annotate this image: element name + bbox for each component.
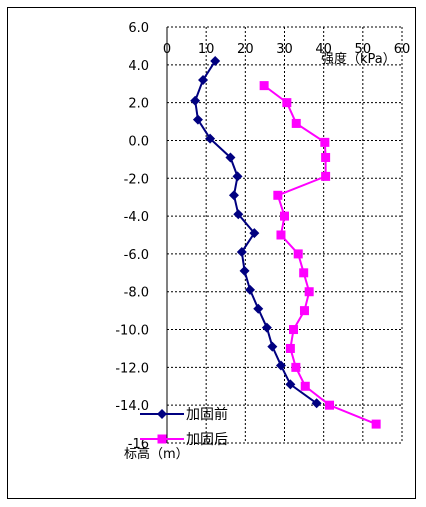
data-point-before	[261, 322, 272, 333]
y-tick-label: -6.0	[124, 248, 149, 263]
x-axis-label: 强度（kPa）	[321, 51, 396, 67]
x-tick-label: 40	[315, 42, 332, 57]
y-tick-label: 4.0	[128, 59, 149, 74]
x-tick-label: 30	[276, 42, 293, 57]
data-point-after	[300, 381, 310, 391]
y-tick-label: -14.0	[115, 399, 149, 414]
data-point-after	[259, 81, 269, 91]
y-tick-label: 2.0	[128, 97, 149, 112]
legend-label-after: 加固后	[186, 432, 228, 448]
legend-item-after: 加固后	[140, 432, 228, 448]
data-point-before	[285, 379, 296, 390]
data-point-after	[325, 400, 335, 410]
data-point-before	[198, 74, 209, 85]
data-point-after	[293, 249, 303, 259]
data-point-before	[239, 265, 250, 276]
x-tick-label: 0	[163, 42, 171, 57]
data-point-before	[205, 133, 216, 144]
data-point-before	[232, 171, 243, 182]
y-tick-label: -2.0	[124, 172, 149, 187]
legend: 加固前 加固后	[140, 406, 228, 448]
data-point-after	[273, 190, 283, 200]
data-point-after	[320, 137, 330, 147]
data-point-before	[253, 303, 264, 314]
data-point-after	[282, 98, 292, 108]
data-point-before	[190, 95, 201, 106]
axes	[166, 27, 403, 444]
data-point-before	[275, 360, 286, 371]
data-point-before	[245, 284, 256, 295]
data-point-before	[233, 209, 244, 220]
x-tick-label: 20	[237, 42, 254, 57]
y-tick-label: -16	[128, 437, 149, 452]
y-tick-label: 6.0	[128, 21, 149, 36]
strength-elevation-chart: 0 10 20 30 40 50 60 6.0 4.0 2.0 0.0 -2.0 -4.0 -6.0 -8.…	[115, 21, 410, 462]
data-point-before	[267, 341, 278, 352]
data-point-before	[192, 114, 203, 125]
tick-labels: 0 10 20 30 40 50 60 6.0 4.0 2.0 0.0 -2.0 -4.0 -6.0 -8.…	[115, 21, 410, 452]
y-tick-label: -10.0	[115, 324, 149, 339]
y-axis-label: 标高（m）	[124, 446, 189, 462]
data-point-after	[291, 118, 301, 128]
data-point-before	[210, 56, 221, 67]
data-point-after	[304, 287, 314, 297]
data-point-after	[371, 419, 381, 429]
y-tick-label: -4.0	[124, 210, 149, 225]
legend-label-before: 加固前	[186, 406, 228, 423]
series-line-1	[263, 84, 377, 426]
data-point-after	[299, 268, 309, 278]
data-point-after	[321, 171, 331, 181]
y-tick-label: -12.0	[115, 361, 149, 376]
grid	[167, 26, 403, 443]
data-point-after	[280, 211, 289, 221]
chart-frame: 0 10 20 30 40 50 60 6.0 4.0 2.0 0.0 -2.0 -4.0 -6.0 -8.…	[7, 7, 416, 499]
legend-marker-before	[157, 409, 167, 419]
data-point-after	[321, 152, 331, 162]
data-point-before	[228, 190, 239, 201]
data-point-before	[249, 228, 260, 239]
legend-marker-after	[157, 434, 167, 444]
legend-item-before: 加固前	[140, 406, 228, 423]
data-point-after	[289, 325, 299, 335]
x-tick-label: 50	[355, 42, 372, 57]
data-point-before	[311, 398, 322, 409]
series	[190, 56, 381, 429]
data-point-before	[236, 247, 247, 258]
data-point-after	[276, 230, 286, 240]
y-tick-label: 0.0	[128, 134, 149, 149]
data-point-after	[291, 362, 301, 372]
data-point-before	[225, 152, 236, 163]
y-tick-label: -8.0	[124, 286, 149, 301]
data-point-after	[299, 306, 309, 316]
data-point-after	[285, 343, 295, 353]
x-tick-label: 10	[198, 42, 215, 57]
x-tick-label: 60	[394, 42, 411, 57]
